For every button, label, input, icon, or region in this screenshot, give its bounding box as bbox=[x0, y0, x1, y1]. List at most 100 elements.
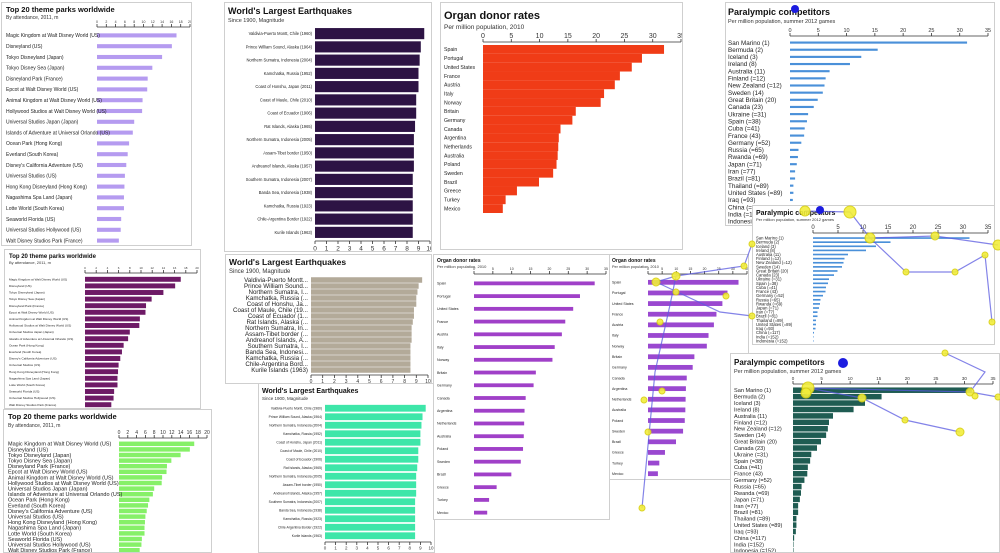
bar bbox=[813, 303, 820, 305]
bar bbox=[85, 336, 129, 342]
organ-chart-purple: Organ donor rates Per million population,… bbox=[609, 254, 749, 480]
category-label: France (43) bbox=[756, 289, 778, 294]
tick-label: 2 bbox=[333, 379, 336, 384]
category-label: Sweden (14) bbox=[756, 264, 780, 269]
category-label: Bermuda (2) bbox=[734, 395, 765, 401]
bar bbox=[119, 458, 172, 463]
bar bbox=[85, 303, 147, 309]
quakes-chart-grey: World's Largest Earthquakes Since 1900, M… bbox=[225, 254, 432, 384]
category-label: United States bbox=[612, 302, 634, 306]
bar bbox=[648, 450, 665, 455]
bar bbox=[311, 307, 414, 313]
category-label: Norway bbox=[444, 100, 462, 106]
category-label: Tokyo Disneyland (Japan) bbox=[6, 55, 64, 61]
bar bbox=[474, 434, 524, 439]
bar bbox=[119, 547, 140, 552]
category-label: Great Britain (20) bbox=[728, 97, 776, 104]
bar bbox=[315, 160, 414, 172]
bar bbox=[85, 362, 119, 368]
bar bbox=[325, 523, 416, 531]
bar bbox=[793, 528, 796, 535]
tick-label: 30 bbox=[962, 376, 968, 381]
bar bbox=[793, 419, 829, 426]
category-label: Cuba (=41) bbox=[728, 126, 760, 133]
bar bbox=[793, 438, 821, 445]
bar bbox=[483, 80, 615, 90]
tick-label: 5 bbox=[817, 28, 820, 34]
tick-label: 20 bbox=[910, 225, 917, 231]
category-label: United States (=89) bbox=[756, 322, 793, 327]
category-label: Prince William Sound, Alaska (1964) bbox=[269, 415, 322, 419]
tick-label: 0 bbox=[313, 246, 317, 253]
category-label: Southern Sumatra, Indonesia (2007) bbox=[269, 500, 322, 504]
tick-label: 6 bbox=[382, 246, 386, 253]
tick-label: 5 bbox=[371, 246, 375, 253]
tick-label: 0 bbox=[310, 379, 313, 384]
bar bbox=[325, 413, 423, 421]
tick-label: 25 bbox=[933, 376, 939, 381]
bar bbox=[648, 311, 717, 317]
bar bbox=[315, 213, 413, 225]
bar bbox=[793, 413, 833, 419]
bar bbox=[793, 490, 801, 496]
para-chart-blue-small: Paralympic competitors Per million popula… bbox=[752, 205, 995, 345]
category-label: Poland bbox=[437, 447, 448, 451]
bar bbox=[790, 41, 968, 44]
category-label: India (=152) bbox=[756, 334, 779, 339]
category-label: Universal Studios Hollywood (US) bbox=[6, 228, 81, 234]
category-label: Italy bbox=[444, 91, 454, 97]
tick-label: 7 bbox=[394, 246, 398, 253]
tick-label: 5 bbox=[820, 376, 823, 381]
bar bbox=[119, 514, 146, 519]
category-label: Canada bbox=[437, 396, 450, 400]
tick-label: 0 bbox=[811, 225, 815, 231]
tick-label: 20 bbox=[188, 20, 192, 24]
category-label: Disney's California Adventure (US) bbox=[6, 163, 83, 169]
category-label: Bermuda (2) bbox=[728, 47, 763, 54]
category-label: Iran (=77) bbox=[734, 504, 759, 510]
bar bbox=[119, 447, 190, 452]
bar bbox=[97, 216, 122, 222]
tick-label: 25 bbox=[935, 225, 942, 231]
category-label: Greece bbox=[444, 189, 461, 195]
category-label: Portugal bbox=[444, 56, 463, 62]
bar bbox=[119, 469, 167, 475]
bar bbox=[483, 151, 558, 160]
tick-label: 8 bbox=[405, 246, 409, 253]
bar bbox=[97, 65, 153, 70]
category-label: Coast of Honshu, Japan (2011) bbox=[276, 440, 322, 444]
category-label: Greece bbox=[612, 451, 624, 455]
bar bbox=[325, 464, 418, 472]
category-label: Canada (23) bbox=[728, 104, 763, 111]
bar bbox=[119, 497, 150, 503]
tick-label: 18 bbox=[184, 266, 188, 270]
category-label: Great Britain (20) bbox=[734, 440, 777, 446]
bar bbox=[85, 375, 118, 381]
category-label: Australia bbox=[444, 153, 464, 159]
bar bbox=[325, 421, 422, 429]
category-label: Spain (=38) bbox=[734, 459, 763, 465]
bar bbox=[793, 400, 865, 406]
bar bbox=[325, 447, 419, 455]
category-label: Universal Studios Japan (Japan) bbox=[9, 330, 54, 334]
category-label: Disneyland Park (France) bbox=[6, 76, 63, 82]
bar bbox=[813, 245, 876, 248]
tick-label: 0 bbox=[647, 267, 649, 271]
chart-title: World's Largest Earthquakes bbox=[228, 6, 352, 16]
bar bbox=[793, 548, 794, 552]
bar bbox=[315, 54, 420, 66]
category-label: Argentina bbox=[437, 409, 452, 413]
category-label: Poland bbox=[612, 419, 623, 423]
bar bbox=[119, 480, 162, 486]
organ-chart-violet: Organ donor rates Per million population,… bbox=[433, 254, 610, 520]
category-label: Australia (11) bbox=[756, 252, 781, 257]
bar bbox=[813, 249, 866, 252]
bar bbox=[483, 62, 632, 72]
bar bbox=[85, 382, 118, 388]
bar bbox=[483, 124, 561, 134]
category-label: Turkey bbox=[444, 198, 460, 204]
bar bbox=[790, 177, 796, 180]
bar bbox=[311, 367, 411, 373]
tick-label: 6 bbox=[387, 546, 390, 551]
bar bbox=[315, 120, 416, 132]
